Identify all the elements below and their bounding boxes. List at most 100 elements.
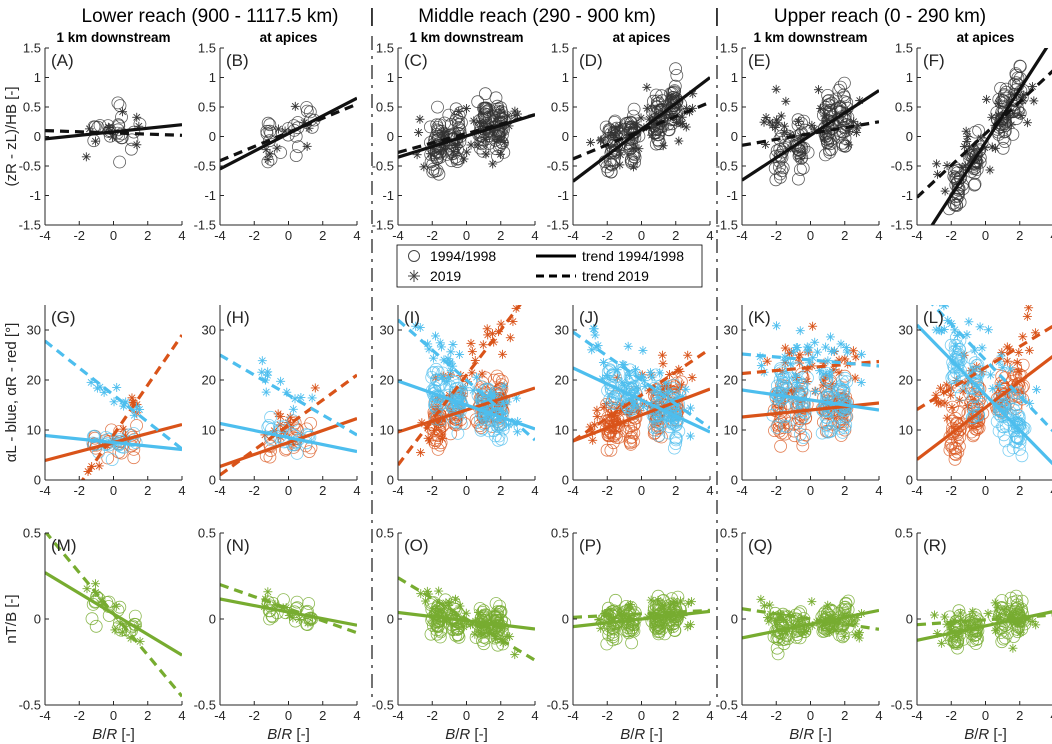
data-point-2019-black	[993, 98, 1003, 108]
data-point-1994-black	[768, 161, 782, 175]
data-point-1994-green	[836, 603, 849, 616]
data-point-1994-blue	[1007, 402, 1020, 416]
data-point-2019-black	[816, 104, 826, 114]
data-point-2019-red	[310, 383, 320, 393]
data-point-1994-black	[1013, 60, 1027, 73]
data-point-2019-blue	[795, 326, 805, 336]
x-tick-label: -4	[39, 483, 51, 498]
scatter-points	[585, 324, 697, 457]
data-point-2019-blue	[481, 413, 491, 423]
x-tick-label: -4	[39, 228, 51, 243]
data-point-2019-red	[840, 354, 850, 364]
data-point-2019-black	[844, 127, 854, 137]
data-point-1994-black	[834, 80, 847, 94]
data-point-1994-blue	[1006, 441, 1020, 455]
trend-line-blue-dashed	[573, 330, 710, 430]
data-point-2019-blue	[498, 399, 508, 409]
data-point-1994-blue	[427, 365, 441, 379]
y-tick-label: 1	[562, 70, 569, 85]
data-point-2019-red	[1014, 367, 1024, 377]
data-point-1994-black	[668, 79, 682, 93]
data-point-2019-blue	[793, 377, 803, 387]
data-point-1994-black	[491, 149, 504, 163]
data-point-2019-black	[425, 149, 435, 159]
legend-label-1994: 1994/1998	[430, 248, 496, 264]
x-tick-label: 4	[875, 708, 882, 723]
data-point-2019-black	[495, 105, 505, 115]
legend-label-trend-2019: trend 2019	[582, 268, 649, 284]
data-point-1994-red	[951, 421, 964, 435]
x-tick-label: -4	[736, 708, 748, 723]
data-point-1994-blue	[793, 414, 807, 428]
data-point-1994-green	[263, 612, 277, 626]
y-tick-label: 0	[387, 612, 394, 627]
data-point-1994-black	[792, 172, 805, 186]
column-title: 1 km downstream	[753, 30, 867, 45]
y-tick-label: -0.5	[891, 698, 913, 713]
data-point-1994-green	[424, 627, 438, 641]
data-point-1994-blue	[965, 411, 979, 425]
data-point-2019-black	[959, 142, 969, 152]
data-point-1994-blue	[494, 432, 508, 446]
data-point-1994-red	[795, 433, 809, 447]
data-point-2019-red	[430, 425, 440, 435]
data-point-2019-blue	[446, 347, 456, 357]
data-point-2019-black	[415, 114, 425, 124]
data-point-2019-black	[647, 130, 657, 140]
data-point-1994-black	[125, 133, 139, 147]
column-title: at apices	[957, 30, 1015, 45]
data-point-2019-blue	[1025, 398, 1035, 408]
data-point-2019-blue	[962, 330, 972, 340]
x-tick-label: -4	[911, 228, 923, 243]
trend-line-black-dashed	[573, 100, 710, 161]
x-tick-label: 0	[638, 228, 645, 243]
data-point-1994-black	[835, 110, 849, 124]
legend-label-2019: 2019	[430, 268, 461, 284]
x-tick-label: -4	[392, 483, 404, 498]
x-tick-label: 2	[1016, 708, 1023, 723]
data-point-1994-black	[474, 136, 487, 150]
data-point-2019-black	[454, 106, 464, 116]
data-point-2019-blue	[512, 427, 522, 437]
trend-line-red-dashed	[917, 324, 1052, 411]
data-point-2019-blue	[942, 305, 950, 309]
x-tick-label: 2	[319, 228, 326, 243]
x-tick-label: -2	[945, 483, 957, 498]
data-point-2019-red	[482, 324, 492, 334]
data-point-1994-green	[969, 637, 983, 650]
data-point-2019-green	[1028, 617, 1038, 627]
data-point-2019-blue	[977, 343, 987, 353]
data-point-1994-blue	[662, 426, 676, 440]
data-point-1994-black	[794, 163, 807, 177]
y-tick-label: -0.5	[716, 698, 738, 713]
x-axis-label: B/R [-]	[964, 726, 1007, 743]
data-point-1994-blue	[815, 426, 829, 440]
data-point-1994-black	[670, 69, 684, 82]
data-point-2019-blue	[681, 384, 691, 394]
y-tick-label: 0	[34, 473, 41, 488]
data-point-2019-green	[263, 587, 273, 597]
data-point-1994-blue	[777, 376, 791, 390]
y-tick-label: 30	[202, 323, 216, 338]
data-point-1994-red	[967, 427, 981, 441]
y-tick-label: -1	[382, 188, 394, 203]
panel-r: -0.5 0 0.5 -4 -2 0 2 4 (R) B/R [-]	[891, 526, 1052, 743]
data-point-2019-red	[942, 413, 952, 423]
data-point-2019-green	[955, 608, 965, 618]
data-point-2019-blue	[810, 337, 820, 347]
y-tick-label: -1.5	[372, 218, 394, 233]
data-point-2019-black	[1022, 118, 1032, 128]
y-tick-label: -0.5	[372, 698, 394, 713]
data-point-2019-green	[839, 631, 849, 641]
panel-k: 0 10 20 30 -4 -2 0 2 4 (K)	[724, 305, 883, 498]
x-tick-label: -2	[945, 228, 957, 243]
data-point-2019-red	[936, 383, 946, 393]
data-point-2019-black	[636, 113, 646, 123]
data-point-1994-blue	[774, 366, 788, 380]
data-point-1994-blue	[831, 384, 845, 398]
panel-p: -0.5 0 0.5 -4 -2 0 2 4 (P) B/R [-]	[547, 526, 714, 744]
data-point-2019-black	[771, 84, 781, 94]
data-point-1994-blue	[968, 408, 982, 422]
trend-line-blue-dashed	[398, 318, 535, 442]
data-point-1994-red	[495, 374, 509, 388]
